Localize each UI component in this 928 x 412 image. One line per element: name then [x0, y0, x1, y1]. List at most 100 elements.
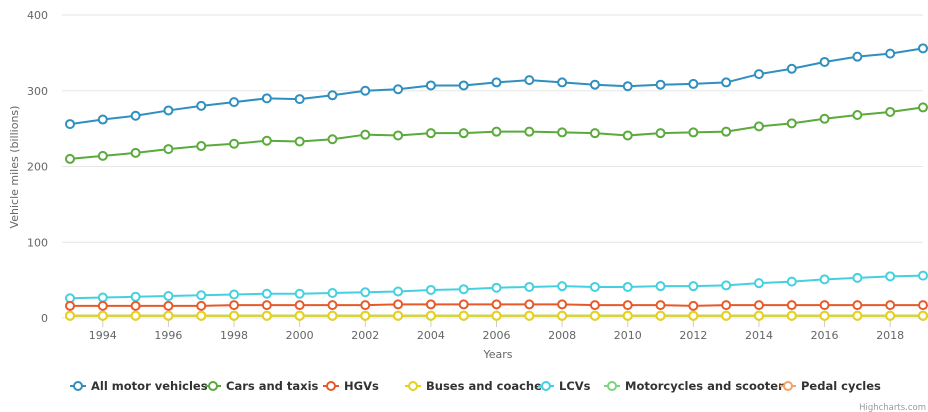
data-point[interactable]	[688, 300, 699, 311]
data-point[interactable]	[327, 300, 338, 311]
data-point[interactable]	[458, 310, 469, 321]
legend-item[interactable]: Motorcycles and scooters	[604, 379, 791, 393]
data-point[interactable]	[294, 310, 305, 321]
data-point[interactable]	[918, 43, 928, 54]
data-point[interactable]	[852, 109, 863, 120]
data-point[interactable]	[393, 286, 404, 297]
data-point[interactable]	[163, 310, 174, 321]
data-point[interactable]	[65, 119, 75, 130]
data-point[interactable]	[229, 138, 240, 149]
data-point[interactable]	[852, 300, 863, 311]
data-point[interactable]	[294, 288, 305, 299]
data-point[interactable]	[393, 310, 404, 321]
data-point[interactable]	[786, 310, 797, 321]
data-point[interactable]	[524, 126, 535, 137]
data-point[interactable]	[885, 48, 896, 59]
data-point[interactable]	[753, 278, 764, 289]
data-point[interactable]	[65, 310, 75, 321]
data-point[interactable]	[97, 150, 108, 161]
data-point[interactable]	[294, 94, 305, 105]
data-point[interactable]	[491, 77, 502, 88]
legend-item[interactable]: Cars and taxis	[205, 379, 319, 393]
data-point[interactable]	[65, 153, 75, 164]
data-point[interactable]	[491, 126, 502, 137]
data-point[interactable]	[491, 310, 502, 321]
data-point[interactable]	[819, 310, 830, 321]
data-point[interactable]	[393, 299, 404, 310]
data-point[interactable]	[360, 287, 371, 298]
data-point[interactable]	[918, 270, 928, 281]
data-point[interactable]	[622, 130, 633, 141]
data-point[interactable]	[655, 300, 666, 311]
data-point[interactable]	[557, 281, 568, 292]
data-point[interactable]	[819, 56, 830, 67]
legend-item[interactable]: Pedal cycles	[780, 379, 881, 393]
data-point[interactable]	[360, 310, 371, 321]
data-point[interactable]	[130, 310, 141, 321]
data-point[interactable]	[130, 300, 141, 311]
legend-item[interactable]: Buses and coaches	[405, 379, 549, 393]
data-point[interactable]	[327, 134, 338, 145]
data-point[interactable]	[819, 113, 830, 124]
data-point[interactable]	[491, 282, 502, 293]
data-point[interactable]	[196, 100, 207, 111]
data-point[interactable]	[97, 114, 108, 125]
legend-item[interactable]: All motor vehicles	[70, 379, 208, 393]
data-point[interactable]	[65, 300, 75, 311]
data-point[interactable]	[753, 69, 764, 80]
data-point[interactable]	[261, 93, 272, 104]
data-point[interactable]	[557, 299, 568, 310]
data-point[interactable]	[196, 141, 207, 152]
data-point[interactable]	[655, 281, 666, 292]
data-point[interactable]	[589, 128, 600, 139]
data-point[interactable]	[721, 126, 732, 137]
data-point[interactable]	[229, 97, 240, 108]
data-point[interactable]	[163, 300, 174, 311]
data-point[interactable]	[557, 310, 568, 321]
data-point[interactable]	[819, 300, 830, 311]
data-point[interactable]	[852, 51, 863, 62]
data-point[interactable]	[622, 281, 633, 292]
data-point[interactable]	[688, 78, 699, 89]
legend-item[interactable]: HGVs	[323, 379, 379, 393]
data-point[interactable]	[360, 85, 371, 96]
data-point[interactable]	[852, 310, 863, 321]
data-point[interactable]	[753, 121, 764, 132]
data-point[interactable]	[425, 80, 436, 91]
data-point[interactable]	[753, 300, 764, 311]
data-point[interactable]	[196, 290, 207, 301]
data-point[interactable]	[885, 271, 896, 282]
data-point[interactable]	[261, 310, 272, 321]
data-point[interactable]	[327, 90, 338, 101]
data-point[interactable]	[425, 284, 436, 295]
data-point[interactable]	[918, 300, 928, 311]
data-point[interactable]	[196, 310, 207, 321]
data-point[interactable]	[524, 299, 535, 310]
data-point[interactable]	[786, 300, 797, 311]
data-point[interactable]	[786, 118, 797, 129]
data-point[interactable]	[589, 79, 600, 90]
data-point[interactable]	[458, 80, 469, 91]
data-point[interactable]	[360, 300, 371, 311]
data-point[interactable]	[163, 144, 174, 155]
data-point[interactable]	[885, 106, 896, 117]
data-point[interactable]	[655, 79, 666, 90]
data-point[interactable]	[852, 272, 863, 283]
data-point[interactable]	[589, 300, 600, 311]
data-point[interactable]	[261, 135, 272, 146]
data-point[interactable]	[97, 292, 108, 303]
data-point[interactable]	[655, 128, 666, 139]
data-point[interactable]	[491, 299, 502, 310]
data-point[interactable]	[294, 136, 305, 147]
data-point[interactable]	[327, 310, 338, 321]
data-point[interactable]	[393, 130, 404, 141]
data-point[interactable]	[721, 310, 732, 321]
data-point[interactable]	[753, 310, 764, 321]
data-point[interactable]	[130, 147, 141, 158]
legend-item[interactable]: LCVs	[538, 379, 591, 393]
data-point[interactable]	[557, 127, 568, 138]
data-point[interactable]	[130, 110, 141, 121]
data-point[interactable]	[786, 276, 797, 287]
data-point[interactable]	[229, 300, 240, 311]
data-point[interactable]	[786, 63, 797, 74]
